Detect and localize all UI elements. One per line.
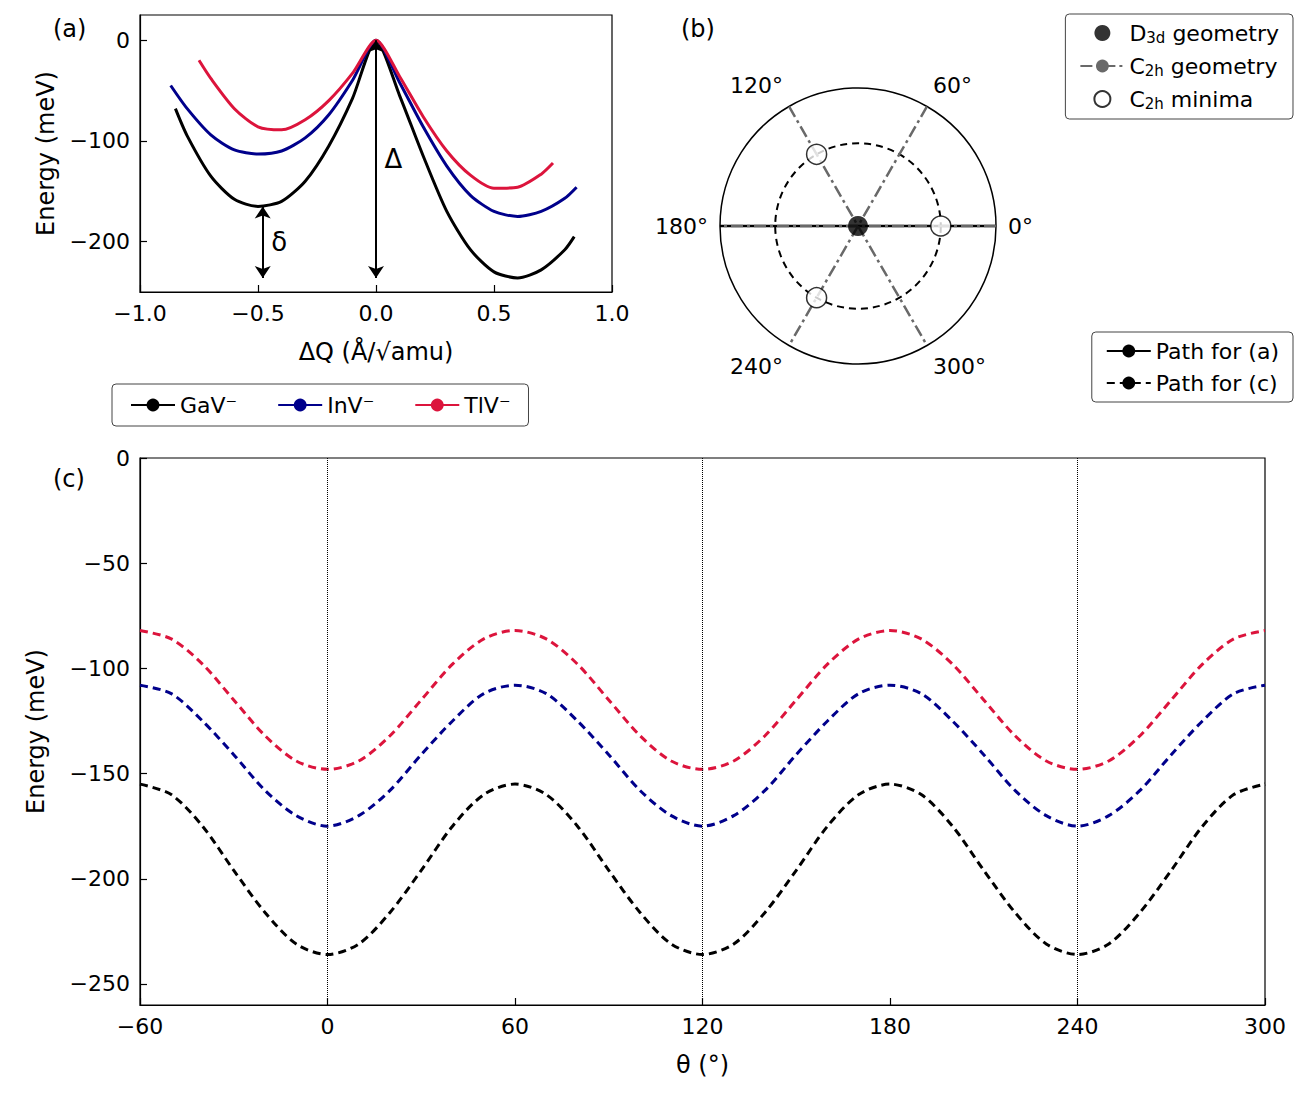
svg-text:Path for (c): Path for (c): [1156, 371, 1278, 396]
svg-text:GaV⁻: GaV⁻: [180, 393, 237, 418]
svg-text:60°: 60°: [933, 73, 972, 98]
svg-text:−100: −100: [70, 128, 130, 153]
svg-text:−250: −250: [70, 971, 130, 996]
svg-text:0.5: 0.5: [477, 301, 512, 326]
svg-text:geometry: geometry: [1164, 54, 1278, 79]
svg-text:300°: 300°: [933, 354, 986, 379]
svg-text:Energy (meV): Energy (meV): [32, 71, 60, 236]
svg-text:2h: 2h: [1145, 62, 1164, 80]
svg-text:ΔQ (Å/√amu): ΔQ (Å/√amu): [299, 337, 454, 366]
svg-text:−50: −50: [84, 551, 130, 576]
svg-text:1.0: 1.0: [595, 301, 630, 326]
svg-text:−100: −100: [70, 656, 130, 681]
svg-text:0: 0: [321, 1014, 335, 1039]
svg-text:C: C: [1129, 54, 1144, 79]
svg-text:0.0: 0.0: [359, 301, 394, 326]
svg-text:300: 300: [1244, 1014, 1286, 1039]
svg-text:120: 120: [682, 1014, 724, 1039]
svg-text:D: D: [1129, 21, 1146, 46]
svg-text:0: 0: [116, 28, 130, 53]
svg-text:120°: 120°: [730, 73, 783, 98]
svg-text:δ: δ: [271, 227, 287, 257]
svg-text:−0.5: −0.5: [231, 301, 284, 326]
svg-text:C: C: [1129, 87, 1144, 112]
svg-text:240°: 240°: [730, 354, 783, 379]
svg-text:(a): (a): [53, 15, 86, 43]
svg-text:Path for (a): Path for (a): [1156, 339, 1279, 364]
svg-text:60: 60: [501, 1014, 529, 1039]
svg-text:0°: 0°: [1008, 214, 1033, 239]
svg-text:−150: −150: [70, 761, 130, 786]
svg-text:180°: 180°: [655, 214, 708, 239]
svg-text:Energy (meV): Energy (meV): [22, 649, 50, 814]
svg-text:geometry: geometry: [1165, 21, 1279, 46]
svg-text:InV⁻: InV⁻: [327, 393, 374, 418]
svg-text:240: 240: [1057, 1014, 1099, 1039]
svg-text:180: 180: [869, 1014, 911, 1039]
svg-text:3d: 3d: [1146, 29, 1165, 47]
svg-text:(c): (c): [53, 465, 85, 493]
svg-text:(b): (b): [681, 15, 715, 43]
svg-text:0: 0: [116, 446, 130, 471]
svg-text:−60: −60: [117, 1014, 163, 1039]
svg-text:2h: 2h: [1145, 95, 1164, 113]
svg-text:minima: minima: [1164, 87, 1254, 112]
svg-text:θ (°): θ (°): [676, 1051, 729, 1079]
svg-text:−1.0: −1.0: [113, 301, 166, 326]
svg-text:TlV⁻: TlV⁻: [463, 393, 510, 418]
svg-text:−200: −200: [70, 229, 130, 254]
svg-text:Δ: Δ: [385, 144, 403, 174]
svg-text:−200: −200: [70, 866, 130, 891]
